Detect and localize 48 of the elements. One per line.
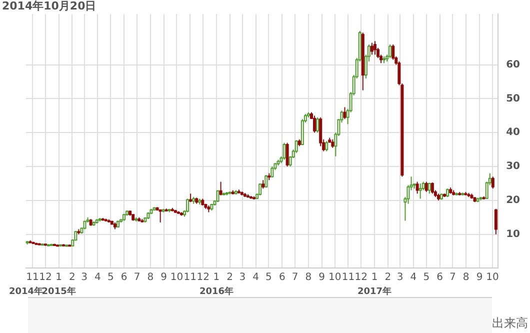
x-tick-label: 3 xyxy=(239,272,246,283)
x-tick-label: 12 xyxy=(39,272,52,283)
x-tick-label: 2 xyxy=(69,272,76,283)
x-tick-label: 8 xyxy=(147,272,154,283)
x-tick-label: 2 xyxy=(226,272,234,283)
x-tick-label: 12 xyxy=(354,272,368,283)
chart-title: 2014年10月20日 xyxy=(2,0,96,12)
y-tick-label: 30 xyxy=(506,161,520,172)
x-tick-label: 6 xyxy=(436,272,443,283)
x-tick-label: 3 xyxy=(396,272,404,283)
x-tick-label: 3 xyxy=(81,272,88,283)
x2-tick-label: 2017年 xyxy=(358,286,392,297)
x-tick-label: 7 xyxy=(292,272,298,283)
x-tick-label: 7 xyxy=(450,272,456,283)
x-tick-label: 2 xyxy=(384,272,392,283)
x-tick-label: 4 xyxy=(252,272,259,283)
x-tick-label: 1 xyxy=(371,272,378,283)
x-tick-label: 1 xyxy=(213,272,220,283)
x-tick-label: 12 xyxy=(196,272,210,283)
x-tick-label: 4 xyxy=(94,272,101,283)
x-tick-label: 11 xyxy=(342,272,355,283)
y-tick-label: 60 xyxy=(506,59,520,70)
x2-tick-label: 2014年 xyxy=(8,286,44,297)
x-tick-label: 11 xyxy=(184,272,196,283)
x-tick-label: 8 xyxy=(305,272,312,283)
x-tick-label: 6 xyxy=(278,272,286,283)
x-tick-label: 4 xyxy=(410,272,417,283)
x-tick-label: 9 xyxy=(318,272,326,283)
x-tick-label: 10 xyxy=(486,272,499,283)
x-tick-label: 9 xyxy=(160,272,167,283)
y-tick-label: 10 xyxy=(506,228,520,240)
text: 出来高 xyxy=(492,316,528,330)
x-tick-label: 7 xyxy=(134,272,140,283)
y-tick-label: 40 xyxy=(506,127,520,138)
y-tick-label: 50 xyxy=(506,93,520,104)
x-tick-label: 5 xyxy=(107,272,114,283)
x-tick-label: 10 xyxy=(328,272,342,283)
x-tick-label: 9 xyxy=(476,272,483,283)
x2-tick-label: 2016年 xyxy=(199,286,234,297)
x-tick-label: 5 xyxy=(423,272,430,283)
x-tick-label: 10 xyxy=(170,272,184,283)
x-tick-label: 5 xyxy=(266,272,272,283)
y-tick-label: 20 xyxy=(506,195,520,206)
x-tick-label: 11 xyxy=(26,272,39,283)
x-tick-label: 8 xyxy=(462,272,470,283)
x2-tick-label: 2015年 xyxy=(42,286,76,297)
x-tick-label: 1 xyxy=(56,272,62,283)
x-tick-label: 6 xyxy=(120,272,128,283)
